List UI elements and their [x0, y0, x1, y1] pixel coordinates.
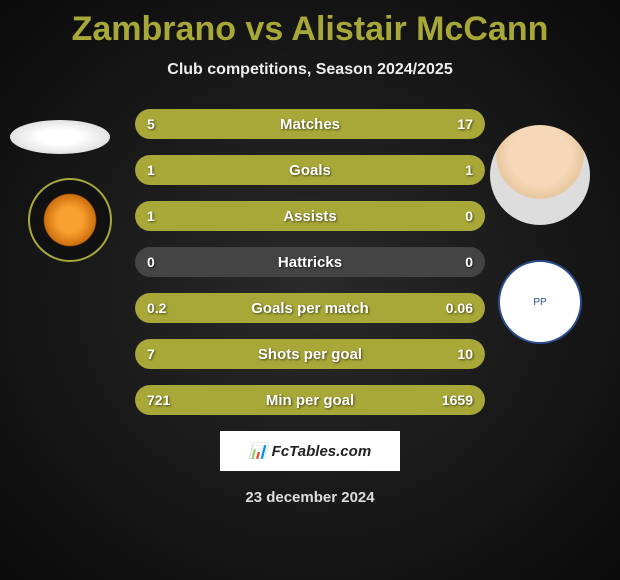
stat-label: Assists	[135, 208, 485, 225]
player-right-photo	[490, 125, 590, 225]
stat-label: Goals per match	[135, 300, 485, 317]
stat-row: 00Hattricks	[135, 247, 485, 277]
subtitle: Club competitions, Season 2024/2025	[0, 61, 620, 79]
tiger-icon	[40, 190, 100, 250]
stat-row: 710Shots per goal	[135, 339, 485, 369]
player-left-club-crest	[28, 178, 112, 262]
stat-label: Goals	[135, 162, 485, 179]
player-right-club-crest: PP	[498, 260, 582, 344]
stat-row: 0.20.06Goals per match	[135, 293, 485, 323]
crest-text: PP	[533, 297, 546, 308]
site-logo[interactable]: 📊 FcTables.com	[220, 431, 400, 471]
stat-label: Matches	[135, 116, 485, 133]
player-left-photo	[10, 120, 110, 154]
stat-row: 517Matches	[135, 109, 485, 139]
stat-row: 10Assists	[135, 201, 485, 231]
stat-row: 7211659Min per goal	[135, 385, 485, 415]
page-title: Zambrano vs Alistair McCann	[0, 0, 620, 49]
date-label: 23 december 2024	[0, 489, 620, 506]
stat-label: Hattricks	[135, 254, 485, 271]
stats-table: 517Matches 11Goals 10Assists 00Hattricks 0.2…	[135, 109, 485, 415]
stat-label: Min per goal	[135, 392, 485, 409]
stat-label: Shots per goal	[135, 346, 485, 363]
stat-row: 11Goals	[135, 155, 485, 185]
